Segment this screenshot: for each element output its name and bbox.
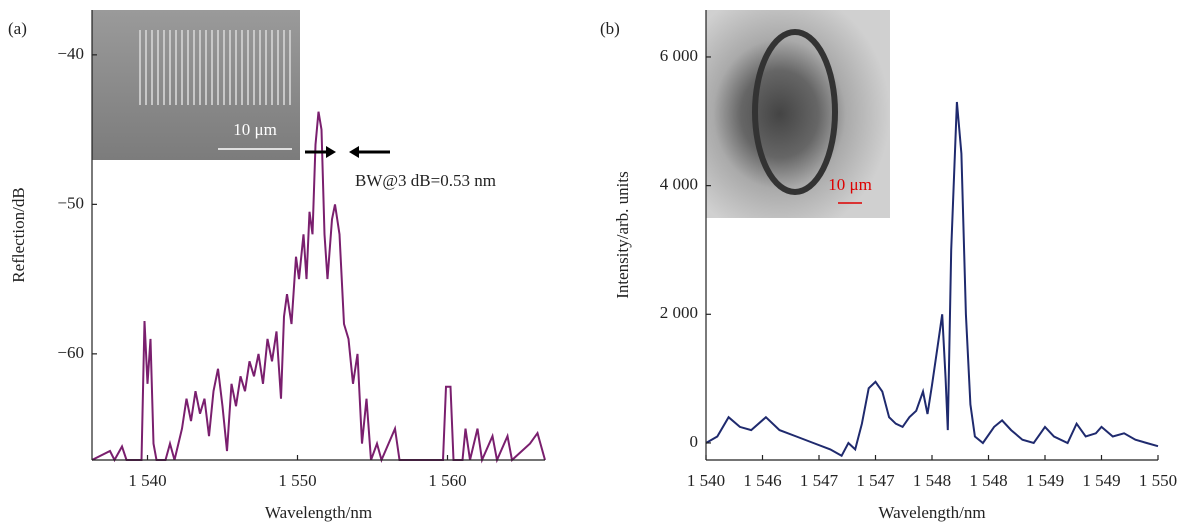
x-tick-label: 1 540: [687, 471, 725, 490]
x-tick-label: 1 560: [428, 471, 466, 490]
x-tick-label: 1 550: [1139, 471, 1177, 490]
x-tick-label: 1 548: [913, 471, 951, 490]
annotation: BW@3 dB=0.53 nm: [355, 171, 496, 190]
x-tick-label: 1 548: [969, 471, 1007, 490]
x-tick-label: 1 547: [856, 471, 895, 490]
x-axis-label: Wavelength/nm: [265, 503, 372, 522]
y-tick-label: 6 000: [660, 46, 698, 65]
y-tick-label: −40: [57, 44, 84, 63]
inset-scale-label: 10 μm: [233, 120, 277, 139]
y-axis-label: Intensity/arb. units: [613, 171, 632, 298]
x-tick-label: 1 547: [800, 471, 839, 490]
y-tick-label: 0: [690, 432, 699, 451]
x-tick-label: 1 550: [278, 471, 316, 490]
arrow-head: [349, 146, 359, 158]
y-tick-label: 4 000: [660, 175, 698, 194]
arrow-head: [326, 146, 336, 158]
inset-ring: [752, 29, 838, 195]
x-axis-label: Wavelength/nm: [878, 503, 985, 522]
x-tick-label: 1 549: [1082, 471, 1120, 490]
panel-label: (a): [8, 19, 27, 38]
panel-label: (b): [600, 19, 620, 38]
y-tick-label: −50: [57, 193, 84, 212]
x-tick-label: 1 540: [128, 471, 166, 490]
inset-image: [706, 10, 890, 218]
y-tick-label: −60: [57, 343, 84, 362]
y-axis-label: Reflection/dB: [9, 187, 28, 282]
x-tick-label: 1 546: [743, 471, 781, 490]
data-line: [91, 111, 546, 464]
y-tick-label: 2 000: [660, 303, 698, 322]
inset-scale-label: 10 μm: [828, 175, 872, 194]
data-line: [705, 101, 1159, 458]
x-tick-label: 1 549: [1026, 471, 1064, 490]
